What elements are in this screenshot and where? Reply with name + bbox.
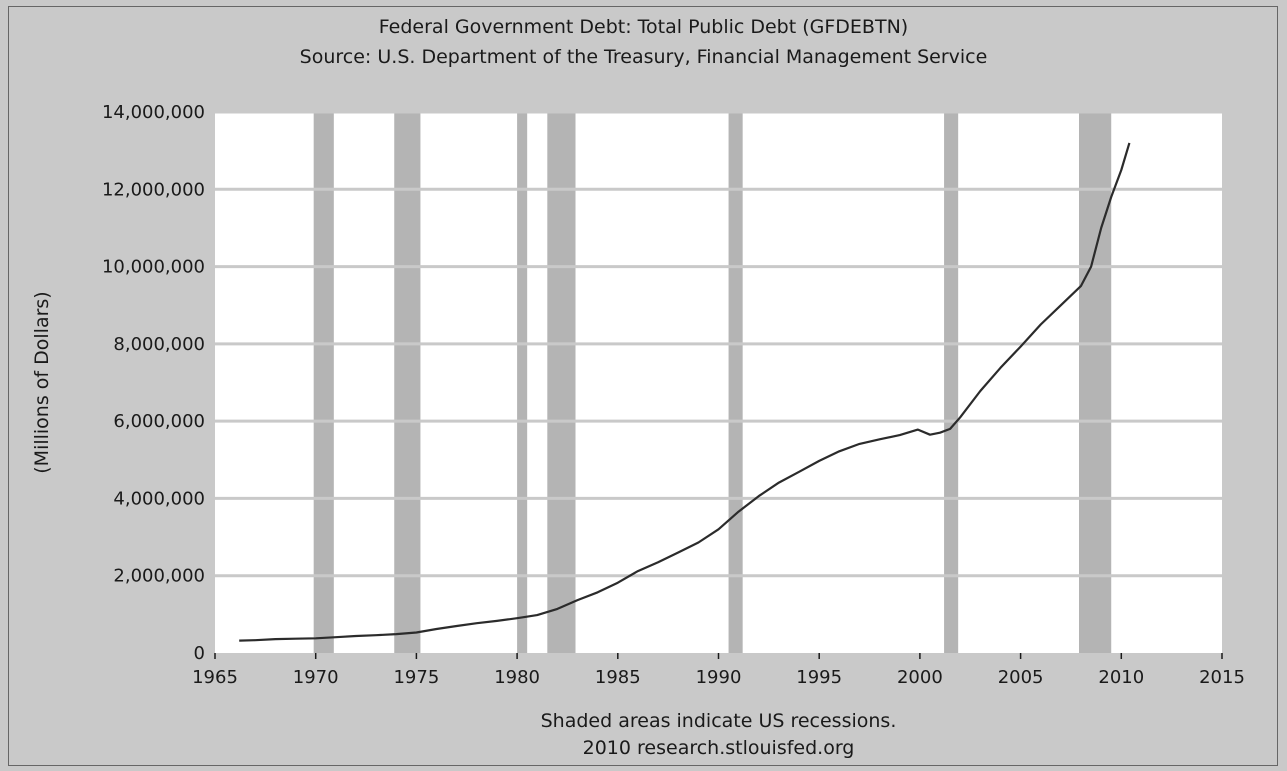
x-tick-label: 2005 <box>998 667 1044 688</box>
chart-subtitle: Source: U.S. Department of the Treasury,… <box>299 46 988 68</box>
y-tick-label: 14,000,000 <box>102 102 205 123</box>
x-axis-ticks: 1965 1970 1975 1980 1985 1990 1995 2000 2005 2010… <box>192 653 1245 688</box>
x-tick-label: 1985 <box>595 667 641 688</box>
y-axis-label: (Millions of Dollars) <box>31 291 53 473</box>
chart-title: Federal Government Debt: Total Public De… <box>378 16 909 38</box>
gridlines <box>215 110 1222 578</box>
recession-note: Shaded areas indicate US recessions. <box>540 710 897 732</box>
recession-band <box>728 112 743 653</box>
recession-band <box>1079 112 1112 653</box>
plot-area <box>215 112 1222 653</box>
y-tick-label: 6,000,000 <box>113 411 205 432</box>
y-tick-label: 4,000,000 <box>113 488 205 509</box>
y-tick-label: 10,000,000 <box>102 257 205 278</box>
series-layer <box>239 142 1131 642</box>
x-tick-label: 1990 <box>696 667 742 688</box>
y-tick-label: 2,000,000 <box>113 566 205 587</box>
x-tick-label: 1995 <box>796 667 842 688</box>
recession-band <box>313 112 334 653</box>
y-tick-label: 0 <box>194 643 205 664</box>
recession-band <box>944 112 959 653</box>
x-tick-label: 1965 <box>192 667 238 688</box>
x-tick-label: 2015 <box>1199 667 1245 688</box>
x-tick-label: 1975 <box>393 667 439 688</box>
recession-band <box>394 112 421 653</box>
x-tick-label: 1980 <box>494 667 540 688</box>
x-tick-label: 2000 <box>897 667 943 688</box>
x-tick-label: 2010 <box>1098 667 1144 688</box>
debt-series-line <box>239 142 1131 642</box>
recession-band <box>517 112 528 653</box>
y-tick-label: 8,000,000 <box>113 334 205 355</box>
x-tick-label: 1970 <box>293 667 339 688</box>
y-axis-ticks: 0 2,000,000 4,000,000 6,000,000 8,000,000 10,… <box>102 102 205 664</box>
recession-band <box>547 112 576 653</box>
source-url: 2010 research.stlouisfed.org <box>582 737 855 759</box>
y-tick-label: 12,000,000 <box>102 179 205 200</box>
